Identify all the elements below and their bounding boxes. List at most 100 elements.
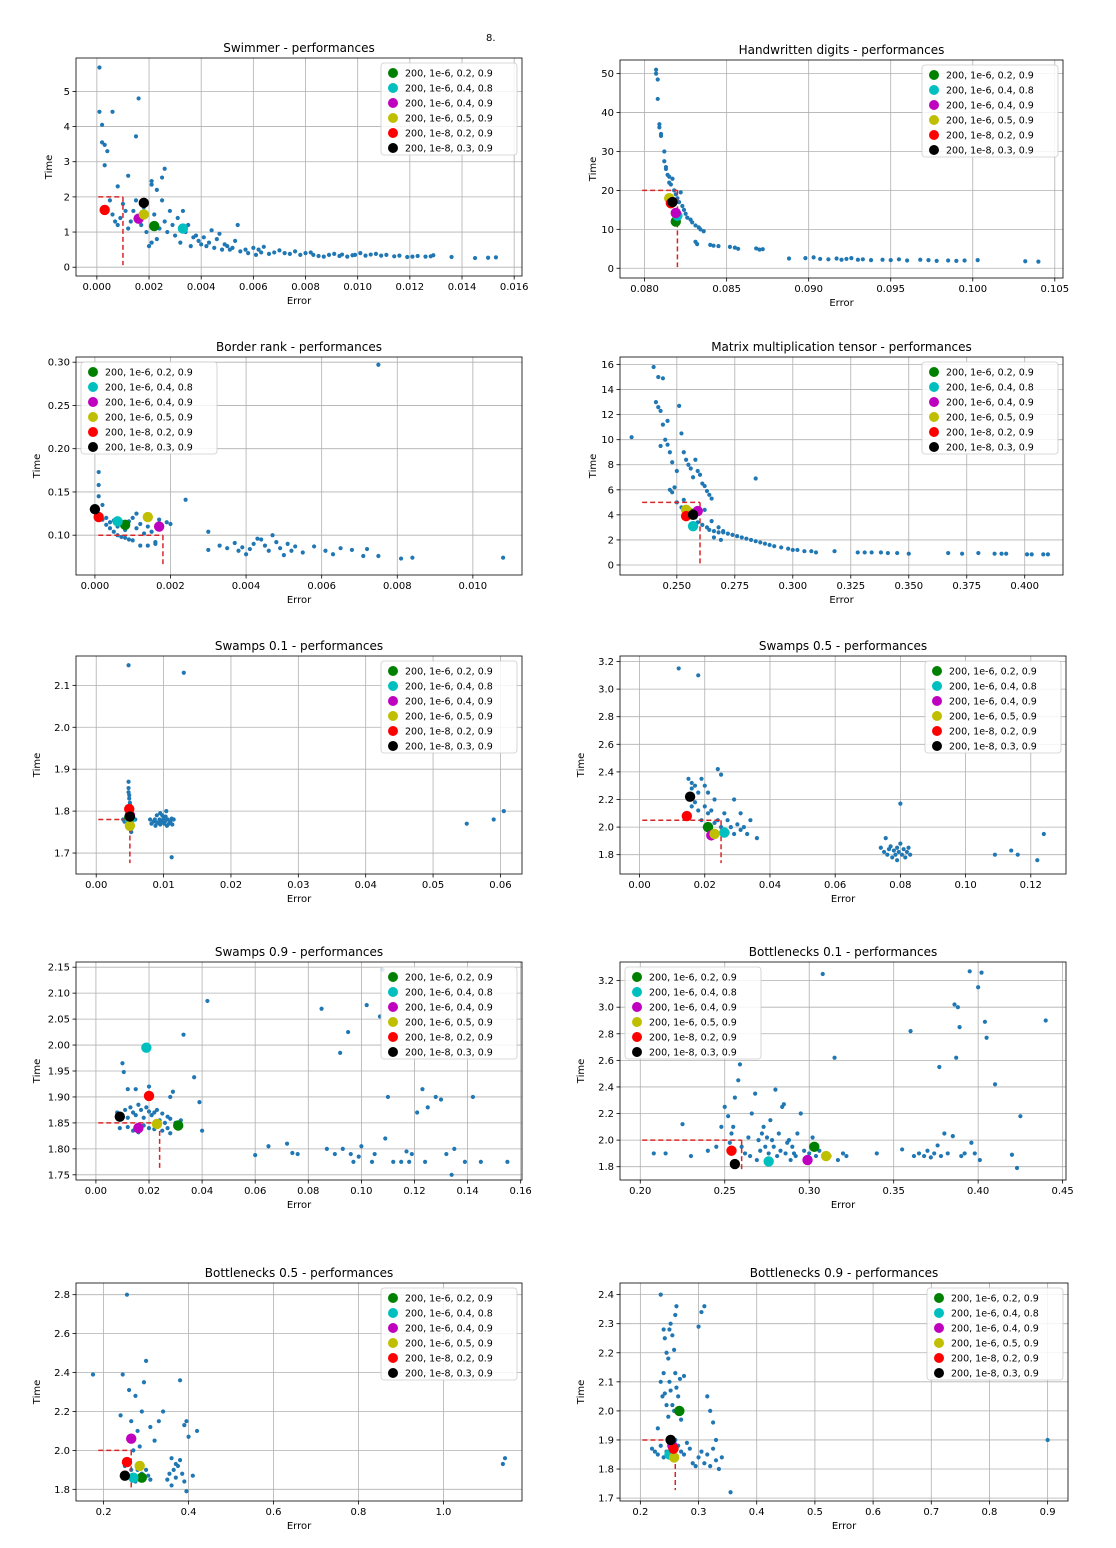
scatter-point — [449, 1172, 454, 1177]
scatter-point — [759, 1131, 765, 1136]
highlight-point — [709, 828, 720, 840]
scatter-point — [702, 507, 707, 512]
highlight-point — [124, 803, 135, 815]
legend-label: 200, 1e-8, 0.2, 0.9 — [405, 129, 493, 140]
scatter-point — [168, 1131, 173, 1136]
highlight-point — [143, 1090, 155, 1102]
scatter-point — [349, 547, 355, 553]
y-tick-label: 20 — [601, 186, 614, 197]
highlight-point — [763, 1156, 774, 1167]
legend-marker — [88, 427, 98, 437]
scatter-point — [668, 1321, 673, 1326]
scatter-point — [710, 1420, 716, 1425]
scatter-point — [284, 1141, 290, 1146]
scatter-point — [266, 1144, 271, 1149]
legend: 200, 1e-6, 0.2, 0.9 200, 1e-6, 0.4, 0.8 20… — [380, 62, 518, 156]
plot-frame — [619, 655, 1067, 875]
highlight-point — [142, 511, 154, 523]
legend-label: 200, 1e-6, 0.4, 0.9 — [649, 1003, 737, 1014]
scatter-point — [658, 133, 664, 139]
scatter-point — [666, 1414, 671, 1419]
scatter-point — [704, 488, 710, 494]
scatter-point — [433, 1094, 438, 1100]
scatter-point — [702, 1304, 707, 1309]
scatter-point — [883, 836, 888, 841]
scatter-point — [115, 222, 120, 228]
scatter-point — [820, 971, 825, 977]
scatter-point — [262, 543, 268, 548]
scatter-point — [711, 529, 717, 534]
highlight-point — [134, 1460, 145, 1472]
scatter-point — [97, 109, 102, 114]
scatter-point — [110, 212, 115, 217]
scatter-point — [660, 1394, 665, 1399]
y-tick-label: 1.75 — [48, 1170, 70, 1181]
x-tick-label: 0.000 — [83, 282, 112, 293]
scatter-point — [415, 1110, 420, 1115]
y-axis-label: Time — [588, 157, 599, 182]
scatter-point — [705, 1452, 710, 1457]
highlight-point — [702, 821, 714, 833]
scatter-point — [209, 228, 214, 233]
scatter-point — [138, 1107, 144, 1113]
scatter-point — [749, 1111, 754, 1116]
highlight-point — [726, 1145, 737, 1156]
y-axis-label: Time — [576, 1059, 587, 1084]
y-tick-label: 2 — [64, 192, 70, 203]
scatter-point — [138, 521, 143, 527]
legend-label: 200, 1e-6, 0.2, 0.9 — [946, 71, 1034, 82]
scatter-point — [898, 801, 903, 806]
scatter-point — [181, 670, 186, 675]
x-tick-label: 0.02 — [220, 880, 242, 891]
scatter-point — [1041, 552, 1046, 557]
scatter-point — [689, 780, 694, 786]
scatter-point — [678, 1417, 684, 1422]
scatter-point — [937, 1064, 942, 1070]
legend-marker — [88, 367, 98, 377]
scatter-point — [235, 222, 240, 228]
scatter-point — [149, 529, 154, 534]
scatter-point — [196, 238, 201, 243]
highlight-point — [684, 791, 696, 802]
scatter-point — [278, 546, 283, 551]
scatter-point — [282, 251, 287, 256]
scatter-point — [135, 1428, 140, 1434]
scatter-point — [775, 1153, 780, 1159]
scatter-point — [163, 814, 168, 819]
y-tick-label: 5 — [64, 87, 70, 98]
legend-marker — [934, 1338, 944, 1348]
scatter-point — [674, 468, 679, 474]
scatter-point — [462, 1159, 468, 1164]
scatter-point — [90, 1372, 96, 1377]
scatter-point — [746, 1135, 751, 1140]
scatter-point — [126, 537, 132, 542]
y-tick-label: 1.8 — [54, 807, 70, 818]
x-tick-label: 0.12 — [403, 1186, 425, 1197]
scatter-point — [100, 502, 105, 508]
scatter-point — [768, 1118, 773, 1123]
scatter-point — [1036, 259, 1041, 264]
scatter-point — [115, 184, 120, 189]
legend-label: 200, 1e-8, 0.3, 0.9 — [405, 742, 493, 753]
scatter-point — [954, 1055, 959, 1060]
y-tick-label: 2.4 — [54, 1368, 70, 1379]
scatter-point — [754, 246, 759, 251]
scatter-point — [470, 1094, 475, 1100]
scatter-point — [900, 1147, 905, 1152]
highlight-point — [119, 1470, 131, 1481]
scatter-point — [721, 529, 726, 534]
y-tick-label: 2.6 — [54, 1329, 70, 1340]
x-tick-label: 0.350 — [894, 581, 923, 592]
scatter-point — [253, 252, 259, 258]
scatter-point — [708, 1408, 713, 1413]
y-tick-label: 2.8 — [598, 1029, 614, 1040]
x-tick-label: 0.2 — [96, 1507, 112, 1518]
y-tick-label: 2.10 — [48, 989, 70, 1000]
scatter-point — [695, 242, 700, 247]
y-tick-label: 2 — [608, 535, 614, 546]
scatter-point — [773, 1087, 778, 1092]
scatter-point — [152, 1110, 157, 1115]
scatter-point — [351, 1159, 356, 1164]
y-axis-label: Time — [588, 454, 599, 479]
scatter-point — [173, 1461, 178, 1467]
